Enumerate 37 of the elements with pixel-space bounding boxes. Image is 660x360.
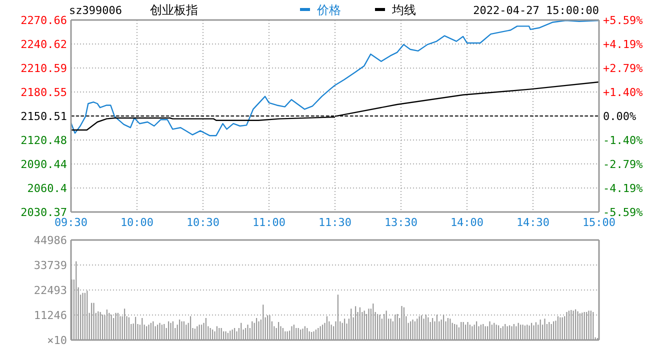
y2-tick-label: +5.59%	[603, 14, 644, 27]
y-tick-label: 22493	[34, 284, 67, 297]
y2-tick-label: 0.00%	[603, 110, 636, 123]
y-tick-label: 33739	[34, 259, 67, 272]
y-tick-label: 2090.44	[20, 158, 68, 171]
y-tick-label: 11246	[34, 309, 67, 322]
chart-title: 创业板指	[150, 3, 198, 17]
x-tick-label: 14:30	[516, 216, 550, 229]
y2-tick-label: +4.19%	[603, 38, 644, 52]
y-tick-label: 2210.59	[20, 62, 67, 75]
y-tick-label: 2150.51	[20, 110, 67, 124]
y-tick-label: 2180.55	[20, 86, 67, 99]
x-tick-label: 10:30	[186, 216, 220, 229]
x-tick-label: 11:30	[318, 216, 352, 229]
y-tick-label: 44986	[34, 234, 67, 247]
chart-subtitle: sz399006	[69, 4, 122, 17]
y2-tick-label: +1.40%	[603, 86, 644, 99]
y2-tick-label: -4.19%	[603, 182, 644, 195]
text: 2022-04-27 15:00:00	[473, 4, 599, 17]
legend-label: 均线	[391, 3, 416, 17]
x-tick-label: 15:00	[582, 216, 616, 229]
y2-tick-label: +2.79%	[603, 62, 644, 76]
y-tick-label: 2240.62	[20, 38, 67, 52]
x-tick-label: 11:00	[252, 216, 286, 229]
y-tick-label: 2270.66	[20, 14, 67, 27]
y-tick-label: 2120.48	[20, 134, 67, 147]
y-tick-label: 2030.37	[20, 206, 67, 219]
y-tick-label: 2060.4	[27, 182, 68, 196]
x-tick-label: 10:00	[120, 216, 154, 229]
legend-label: 价格	[316, 3, 341, 17]
y2-tick-label: -5.59%	[603, 206, 644, 219]
y2-tick-label: -1.40%	[603, 134, 644, 148]
x-tick-label: 13:30	[384, 216, 418, 229]
x-tick-label: 14:00	[450, 216, 484, 229]
y2-tick-label: -2.79%	[603, 158, 644, 171]
x-tick-label: 09:30	[54, 216, 88, 229]
y-axis-title: ×10	[47, 334, 67, 347]
